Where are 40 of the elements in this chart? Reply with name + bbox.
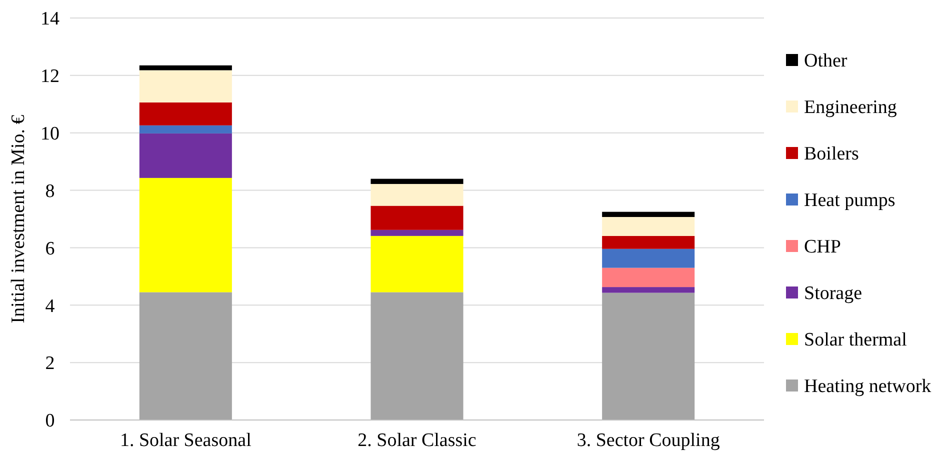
legend-label: Engineering bbox=[804, 97, 898, 118]
bar bbox=[602, 236, 695, 249]
bar bbox=[370, 184, 464, 206]
legend-label: Heating network bbox=[804, 376, 932, 398]
y-tick-label: 8 bbox=[45, 180, 55, 202]
bar bbox=[602, 268, 695, 288]
legend-label: Storage bbox=[804, 283, 862, 304]
y-tick-label: 14 bbox=[40, 8, 60, 30]
bar bbox=[370, 178, 464, 184]
x-tick-label: 3. Sector Coupling bbox=[576, 430, 720, 451]
legend-label: Other bbox=[804, 50, 848, 72]
legend-label: Boilers bbox=[804, 144, 859, 165]
bar bbox=[139, 65, 232, 70]
bar bbox=[370, 292, 464, 420]
y-tick-label: 10 bbox=[40, 124, 60, 145]
legend-label: CHP bbox=[804, 236, 841, 258]
bar bbox=[139, 178, 232, 292]
bar bbox=[370, 206, 464, 230]
y-axis-title: Initial investment in Mio. € bbox=[8, 114, 29, 324]
y-tick-label: 2 bbox=[45, 353, 55, 374]
bar bbox=[602, 287, 695, 293]
bar bbox=[602, 216, 695, 236]
bar bbox=[139, 70, 232, 102]
y-tick-label: 6 bbox=[45, 238, 55, 260]
bar bbox=[139, 133, 232, 178]
x-tick-label: 2. Solar Classic bbox=[358, 430, 476, 451]
x-tick-label: 1. Solar Seasonal bbox=[120, 430, 252, 451]
bar bbox=[602, 248, 695, 268]
legend-label: Solar thermal bbox=[804, 330, 907, 351]
y-tick-label: 12 bbox=[40, 66, 60, 88]
bar bbox=[370, 236, 464, 292]
y-tick-label: 4 bbox=[45, 296, 56, 317]
bar bbox=[139, 125, 232, 134]
bar bbox=[139, 102, 232, 126]
bar bbox=[139, 292, 232, 420]
bar bbox=[602, 212, 695, 217]
legend-label: Heat pumps bbox=[804, 190, 896, 212]
y-tick-label: 0 bbox=[45, 410, 55, 432]
bar bbox=[602, 292, 695, 420]
bar bbox=[370, 230, 464, 236]
